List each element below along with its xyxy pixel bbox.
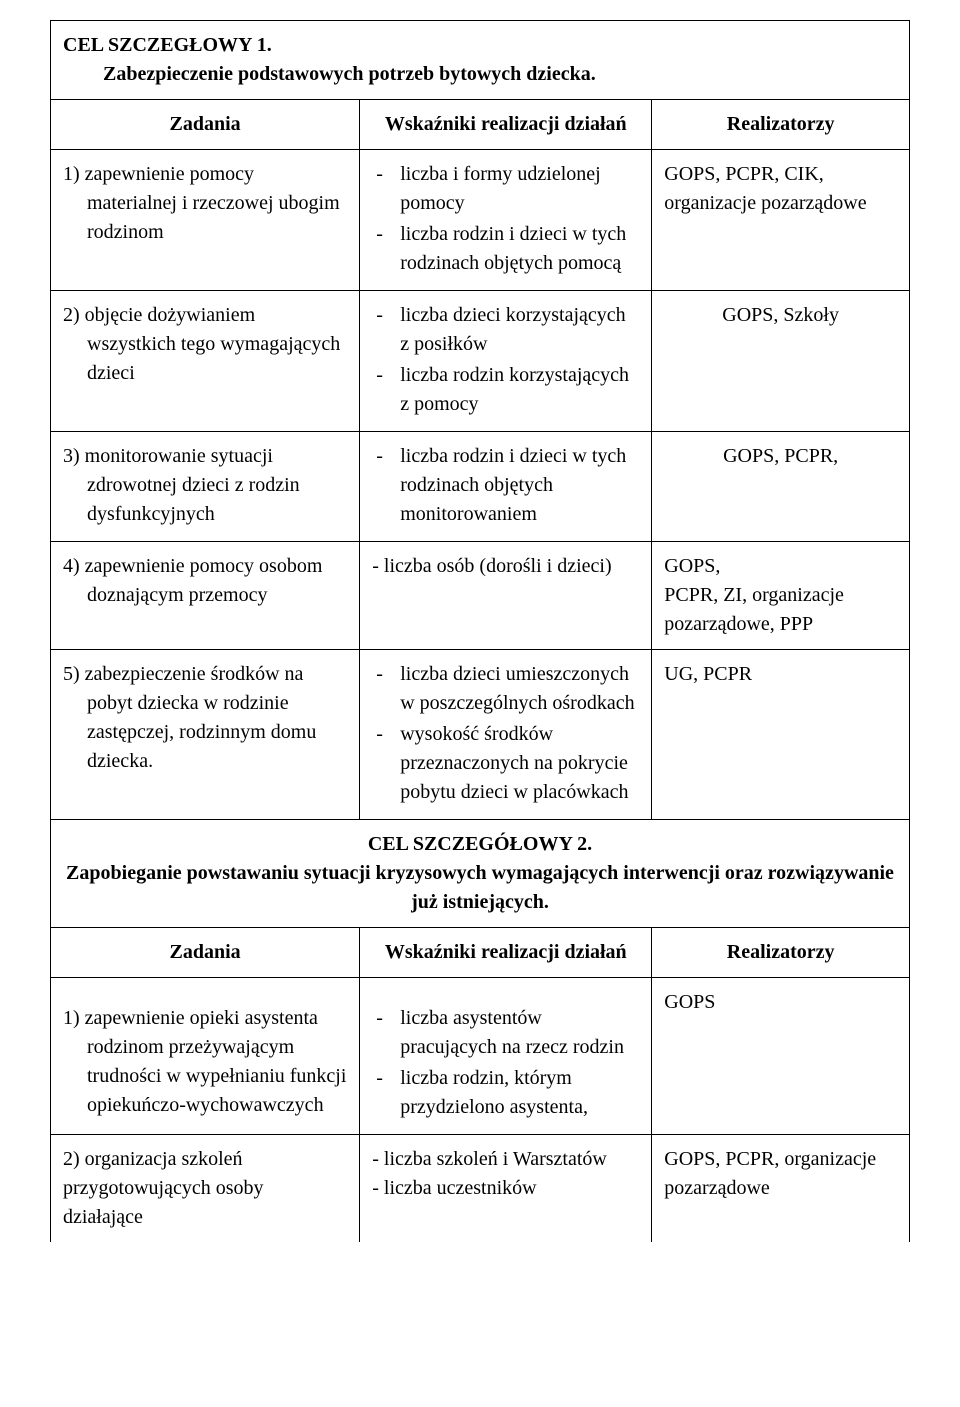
task-cell: 2) objęcie dożywianiem wszystkich tego w… [51, 291, 360, 432]
realizer-cell: GOPS [652, 978, 910, 1135]
table-row: 3) monitorowanie sytuacji zdrowotnej dzi… [51, 432, 910, 542]
table-row: 5) zabezpieczenie środków na pobyt dziec… [51, 650, 910, 820]
indicator-item: wysokość środków przeznaczonych na pokry… [372, 720, 639, 807]
indicator-item: liczba rodzin i dzieci w tych rodzinach … [372, 442, 639, 529]
task-cell: 1) zapewnienie opieki asystenta rodzinom… [51, 978, 360, 1135]
task-text: 1) zapewnienie opieki asystenta rodzinom… [87, 988, 347, 1120]
header-realizers-1: Realizatorzy [652, 100, 910, 150]
title-cell-2: CEL SZCZEGÓŁOWY 2. Zapobieganie powstawa… [51, 820, 910, 928]
indicator-cell: - liczba szkoleń i Warsztatów - liczba u… [360, 1135, 652, 1243]
task-text: 2) organizacja szkoleń przygotowujących … [63, 1145, 347, 1232]
indicator-cell: liczba dzieci umieszczonych w poszczegól… [360, 650, 652, 820]
realizer-cell: GOPS, PCPR, organizacje pozarządowe [652, 1135, 910, 1243]
header-indicators-2: Wskaźniki realizacji działań [360, 928, 652, 978]
header-row-1: Zadania Wskaźniki realizacji działań Rea… [51, 100, 910, 150]
indicator-cell: liczba rodzin i dzieci w tych rodzinach … [360, 432, 652, 542]
header-row-2: Zadania Wskaźniki realizacji działań Rea… [51, 928, 910, 978]
indicator-cell: liczba dzieci korzystających z posiłków … [360, 291, 652, 432]
indicator-list: liczba dzieci umieszczonych w poszczegól… [372, 660, 639, 807]
indicator-cell: - liczba osób (dorośli i dzieci) [360, 542, 652, 650]
indicator-item: liczba asystentów pracujących na rzecz r… [372, 1004, 639, 1062]
realizer-cell: GOPS, Szkoły [652, 291, 910, 432]
indicator-cell: liczba i formy udzielonej pomocy liczba … [360, 150, 652, 291]
indicator-list: liczba asystentów pracujących na rzecz r… [372, 1004, 639, 1122]
realizer-cell: UG, PCPR [652, 650, 910, 820]
indicator-list: liczba dzieci korzystających z posiłków … [372, 301, 639, 419]
table-row: 2) objęcie dożywianiem wszystkich tego w… [51, 291, 910, 432]
indicator-item: liczba dzieci korzystających z posiłków [372, 301, 639, 359]
header-realizers-2: Realizatorzy [652, 928, 910, 978]
header-tasks-1: Zadania [51, 100, 360, 150]
title-cell-1: CEL SZCZEGŁOWY 1. Zabezpieczenie podstaw… [51, 21, 910, 100]
task-cell: 4) zapewnienie pomocy osobom doznającym … [51, 542, 360, 650]
title-row-1: CEL SZCZEGŁOWY 1. Zabezpieczenie podstaw… [51, 21, 910, 100]
task-text: 2) objęcie dożywianiem wszystkich tego w… [87, 301, 347, 388]
realizer-cell: GOPS, PCPR, CIK, organizacje pozarządowe [652, 150, 910, 291]
task-text: 3) monitorowanie sytuacji zdrowotnej dzi… [87, 442, 347, 529]
indicator-list: liczba rodzin i dzieci w tych rodzinach … [372, 442, 639, 529]
realizer-cell: GOPS, PCPR, ZI, organizacje pozarządowe,… [652, 542, 910, 650]
page: CEL SZCZEGŁOWY 1. Zabezpieczenie podstaw… [0, 0, 960, 1242]
task-text: 4) zapewnienie pomocy osobom doznającym … [87, 552, 347, 610]
table-row: 1) zapewnienie opieki asystenta rodzinom… [51, 978, 910, 1135]
indicator-item: liczba rodzin korzystających z pomocy [372, 361, 639, 419]
indicator-list: liczba i formy udzielonej pomocy liczba … [372, 160, 639, 278]
task-cell: 1) zapewnienie pomocy materialnej i rzec… [51, 150, 360, 291]
indicator-item: liczba i formy udzielonej pomocy [372, 160, 639, 218]
title1-line2: Zabezpieczenie podstawowych potrzeb byto… [63, 60, 897, 89]
title-row-2: CEL SZCZEGÓŁOWY 2. Zapobieganie powstawa… [51, 820, 910, 928]
task-cell: 5) zabezpieczenie środków na pobyt dziec… [51, 650, 360, 820]
indicator-item: liczba rodzin, którym przydzielono asyst… [372, 1064, 639, 1122]
header-indicators-1: Wskaźniki realizacji działań [360, 100, 652, 150]
realizer-cell: GOPS, PCPR, [652, 432, 910, 542]
title1-line1: CEL SZCZEGŁOWY 1. [63, 31, 897, 60]
table-row: 1) zapewnienie pomocy materialnej i rzec… [51, 150, 910, 291]
task-text: 1) zapewnienie pomocy materialnej i rzec… [87, 160, 347, 247]
indicator-inline: - liczba osób (dorośli i dzieci) [372, 552, 639, 581]
indicator-item: liczba dzieci umieszczonych w poszczegól… [372, 660, 639, 718]
task-cell: 3) monitorowanie sytuacji zdrowotnej dzi… [51, 432, 360, 542]
title2-line2: Zapobieganie powstawaniu sytuacji kryzys… [63, 859, 897, 917]
table-cel-1: CEL SZCZEGŁOWY 1. Zabezpieczenie podstaw… [50, 20, 910, 1242]
indicator-item: liczba rodzin i dzieci w tych rodzinach … [372, 220, 639, 278]
table-row: 4) zapewnienie pomocy osobom doznającym … [51, 542, 910, 650]
title2-line1: CEL SZCZEGÓŁOWY 2. [63, 830, 897, 859]
header-tasks-2: Zadania [51, 928, 360, 978]
indicator-cell: liczba asystentów pracujących na rzecz r… [360, 978, 652, 1135]
table-row: 2) organizacja szkoleń przygotowujących … [51, 1135, 910, 1243]
task-text: 5) zabezpieczenie środków na pobyt dziec… [87, 660, 347, 776]
task-cell: 2) organizacja szkoleń przygotowujących … [51, 1135, 360, 1243]
